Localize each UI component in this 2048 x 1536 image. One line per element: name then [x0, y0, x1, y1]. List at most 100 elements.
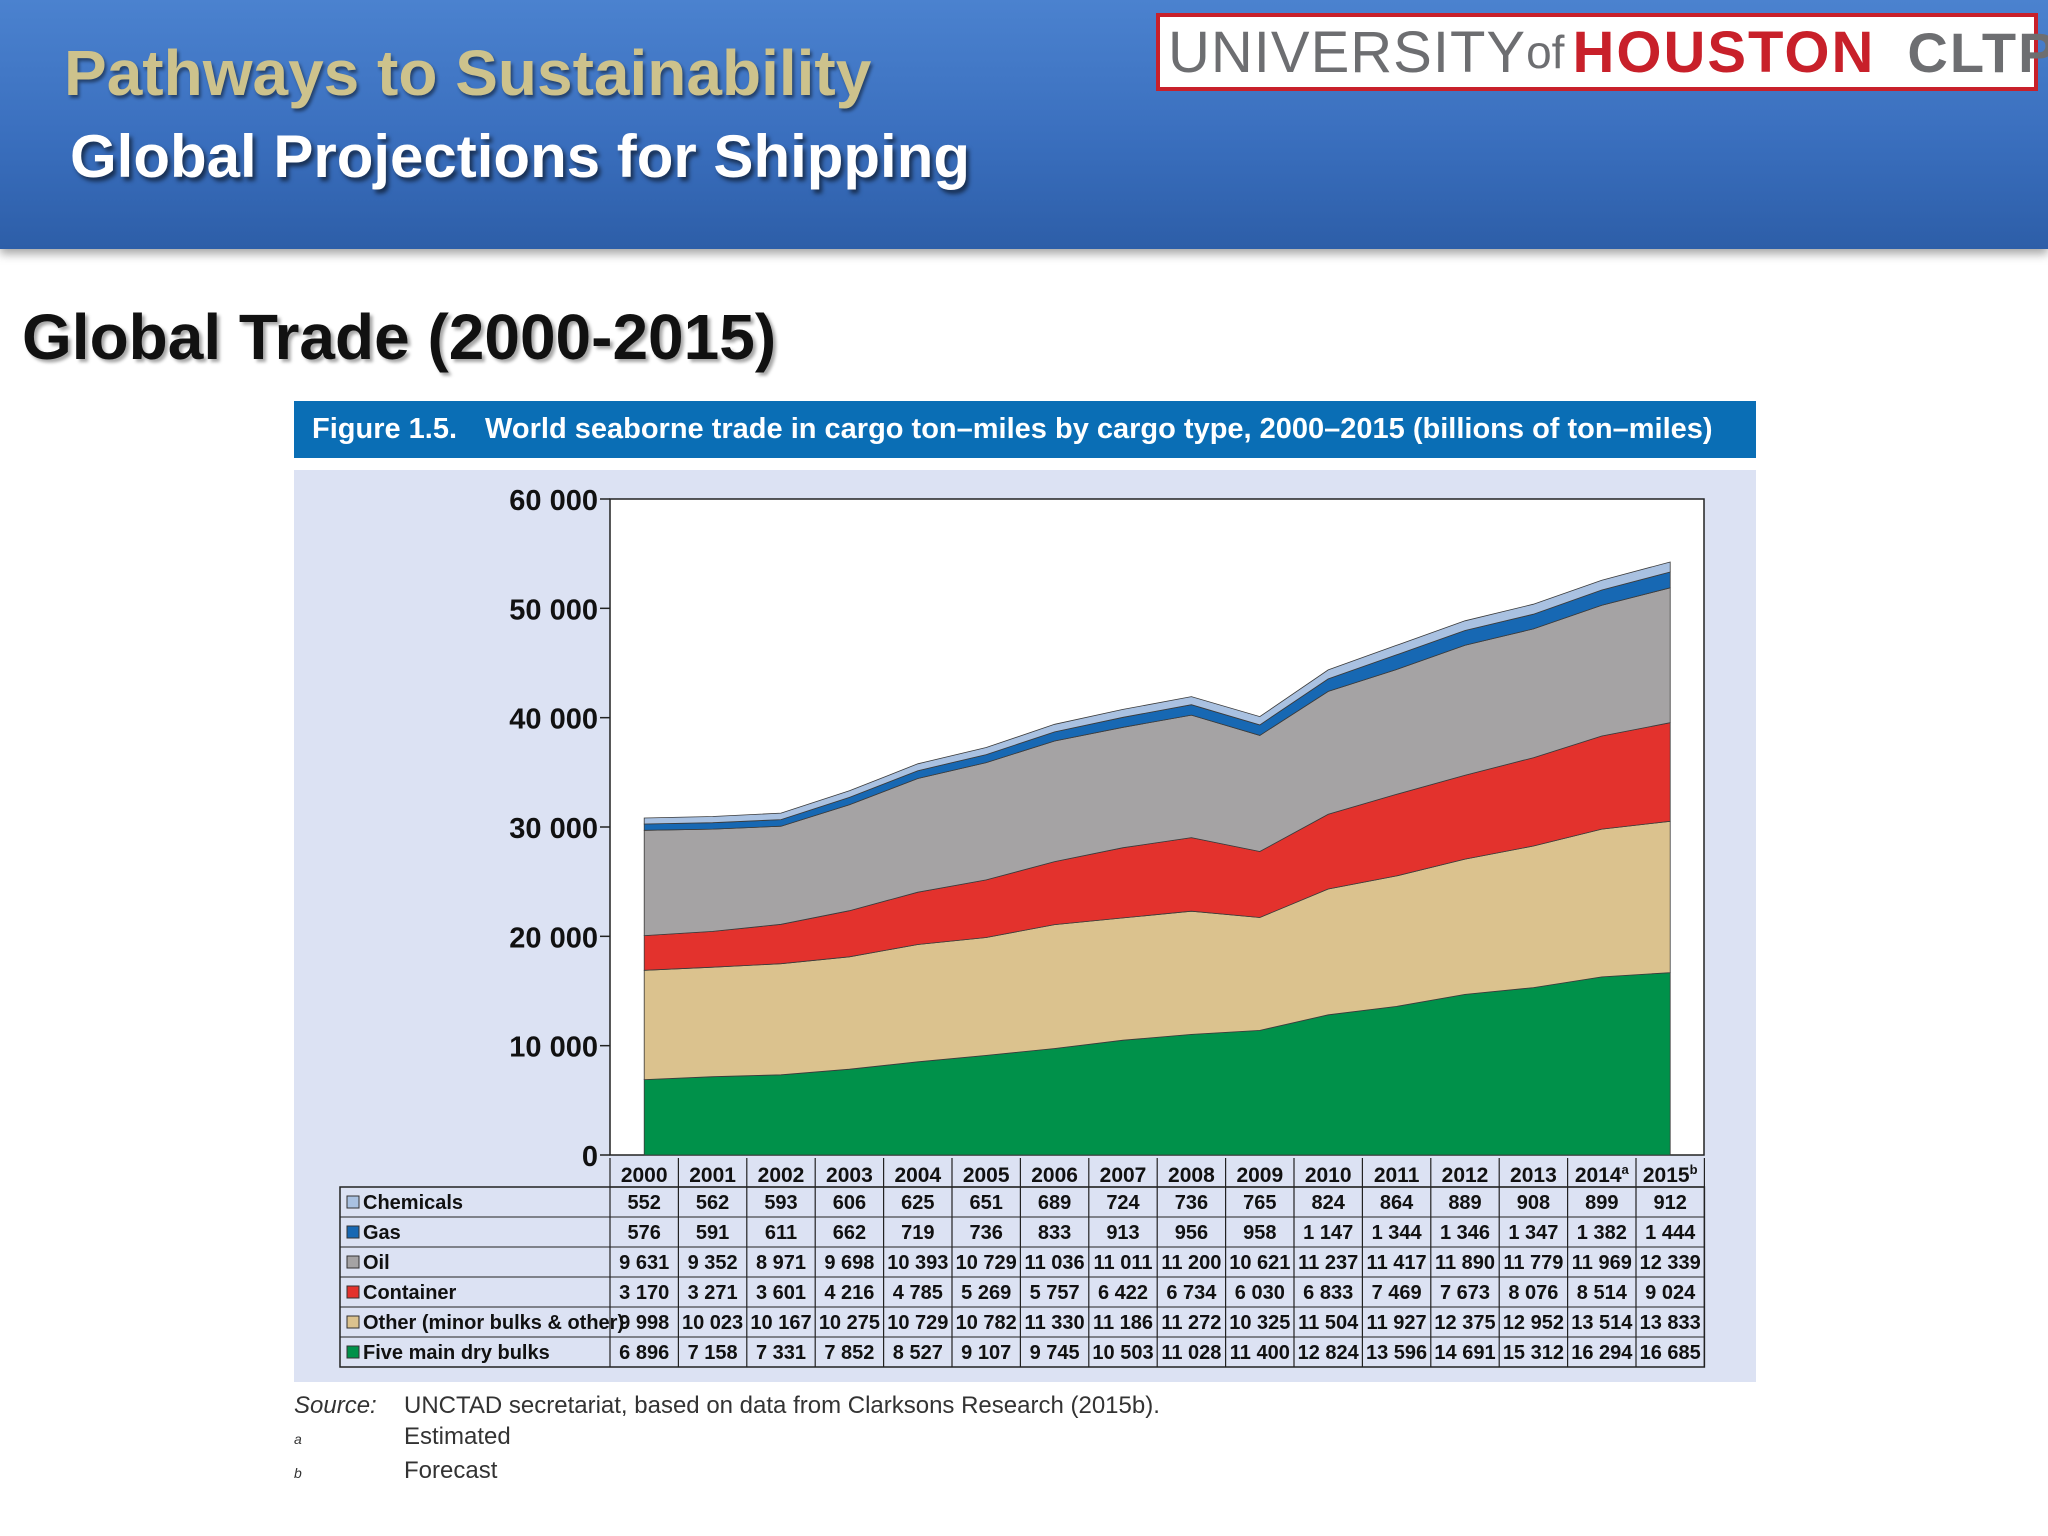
table-cell: 736 [970, 1222, 1003, 1244]
y-tick-label: 50 000 [509, 594, 598, 626]
table-cell: 11 330 [1025, 1312, 1085, 1334]
table-cell: 719 [901, 1222, 934, 1244]
x-tick-label: 2001 [689, 1164, 736, 1187]
table-cell: 11 237 [1298, 1252, 1358, 1274]
table-cell: 9 631 [619, 1252, 669, 1274]
table-cell: 12 824 [1298, 1342, 1360, 1364]
x-tick-label: 2005 [963, 1164, 1010, 1187]
table-cell: 11 036 [1025, 1252, 1085, 1274]
table-cell: 11 890 [1435, 1252, 1495, 1274]
table-cell: 562 [696, 1192, 729, 1214]
header-subtitle: Pathways to Sustainability [64, 37, 872, 109]
legend-label: Gas [363, 1222, 401, 1244]
table-cell: 765 [1243, 1192, 1276, 1214]
y-tick-label: 40 000 [509, 704, 598, 736]
table-cell: 10 729 [887, 1312, 948, 1334]
legend-label: Oil [363, 1252, 390, 1274]
table-cell: 1 147 [1303, 1222, 1353, 1244]
figure-title-bar: Figure 1.5. World seaborne trade in carg… [294, 401, 1756, 458]
table-cell: 10 275 [819, 1312, 880, 1334]
slide-heading: Global Trade (2000-2015) [22, 301, 777, 373]
table-cell: 611 [765, 1222, 797, 1244]
table-cell: 958 [1243, 1222, 1276, 1244]
table-cell: 1 444 [1645, 1222, 1696, 1244]
table-cell: 1 382 [1577, 1222, 1627, 1244]
table-cell: 1 344 [1372, 1222, 1423, 1244]
table-cell: 908 [1517, 1192, 1550, 1214]
table-cell: 7 852 [824, 1342, 874, 1364]
table-cell: 724 [1106, 1192, 1140, 1214]
table-cell: 10 729 [956, 1252, 1017, 1274]
x-tick-footnote: b [1690, 1162, 1698, 1177]
footnote-text: Estimated [404, 1423, 511, 1450]
footnote-text: Forecast [404, 1457, 498, 1484]
table-cell: 11 272 [1161, 1312, 1221, 1334]
x-tick-label: 2004 [894, 1164, 941, 1187]
x-tick-label: 2007 [1100, 1164, 1147, 1187]
y-tick-label: 10 000 [509, 1032, 598, 1064]
table-cell: 11 969 [1572, 1252, 1632, 1274]
table-cell: 9 024 [1645, 1282, 1696, 1304]
table-cell: 7 331 [756, 1342, 806, 1364]
legend-label: Chemicals [363, 1192, 463, 1214]
chart-panel: 0 10 000 20 000 30 000 40 000 50 000 60 000 200… [294, 470, 1756, 1382]
table-cell: 9 107 [961, 1342, 1011, 1364]
figure-title: World seaborne trade in cargo ton–miles … [485, 413, 1713, 445]
table-cell: 3 601 [756, 1282, 806, 1304]
legend-swatch [346, 1255, 360, 1269]
table-cell: 16 294 [1571, 1342, 1633, 1364]
table-cell: 3 271 [688, 1282, 738, 1304]
legend-label: Container [363, 1282, 457, 1304]
x-tick-label: 2013 [1510, 1164, 1557, 1187]
table-cell: 9 745 [1030, 1342, 1080, 1364]
table-cell: 9 998 [619, 1312, 669, 1334]
table-cell: 11 400 [1230, 1342, 1290, 1364]
table-cell: 8 514 [1577, 1282, 1628, 1304]
table-cell: 824 [1312, 1192, 1346, 1214]
table-cell: 14 691 [1434, 1342, 1495, 1364]
table-cell: 7 158 [688, 1342, 738, 1364]
table-cell: 689 [1038, 1192, 1071, 1214]
table-cell: 11 779 [1503, 1252, 1563, 1274]
table-cell: 13 514 [1571, 1312, 1633, 1334]
table-cell: 7 469 [1372, 1282, 1422, 1304]
table-cell: 11 028 [1161, 1342, 1221, 1364]
legend-label: Five main dry bulks [363, 1342, 550, 1364]
table-cell: 913 [1106, 1222, 1139, 1244]
x-tick-label: 2006 [1031, 1164, 1078, 1187]
x-tick-label: 2014a [1575, 1162, 1630, 1187]
logo-of-text: of [1526, 26, 1565, 78]
table-cell: 11 011 [1094, 1252, 1153, 1274]
legend-swatch [346, 1195, 360, 1209]
table-cell: 10 393 [887, 1252, 948, 1274]
university-logo: UNIVERSITY of HOUSTON CLTP [1156, 13, 2048, 91]
table-cell: 8 527 [893, 1342, 943, 1364]
table-cell: 5 269 [961, 1282, 1011, 1304]
legend-swatch [346, 1345, 360, 1359]
footnote-mark: b [294, 1465, 302, 1481]
legend-swatch [346, 1315, 360, 1329]
table-cell: 591 [696, 1222, 729, 1244]
table-cell: 889 [1448, 1192, 1481, 1214]
table-cell: 3 170 [619, 1282, 669, 1304]
stacked-area-chart: 0 10 000 20 000 30 000 40 000 50 000 60 000 200… [339, 485, 1706, 1368]
table-cell: 12 952 [1503, 1312, 1564, 1334]
x-tick-label: 2015b [1643, 1162, 1698, 1187]
table-cell: 6 734 [1166, 1282, 1217, 1304]
table-cell: 11 186 [1093, 1312, 1153, 1334]
source-text: UNCTAD secretariat, based on data from C… [404, 1392, 1160, 1419]
table-cell: 10 325 [1229, 1312, 1290, 1334]
legend-swatch [346, 1225, 360, 1239]
table-cell: 593 [764, 1192, 797, 1214]
x-tick-label: 2008 [1168, 1164, 1215, 1187]
y-tick-label: 0 [582, 1141, 598, 1173]
footnote-mark: a [294, 1431, 302, 1447]
logo-unit-text: CLTP [1907, 20, 2048, 84]
table-cell: 10 621 [1229, 1252, 1290, 1274]
table-cell: 11 504 [1298, 1312, 1359, 1334]
table-cell: 10 167 [750, 1312, 811, 1334]
table-cell: 10 023 [682, 1312, 743, 1334]
table-cell: 864 [1380, 1192, 1414, 1214]
x-tick-label: 2002 [758, 1164, 805, 1187]
x-tick-label: 2012 [1442, 1164, 1489, 1187]
